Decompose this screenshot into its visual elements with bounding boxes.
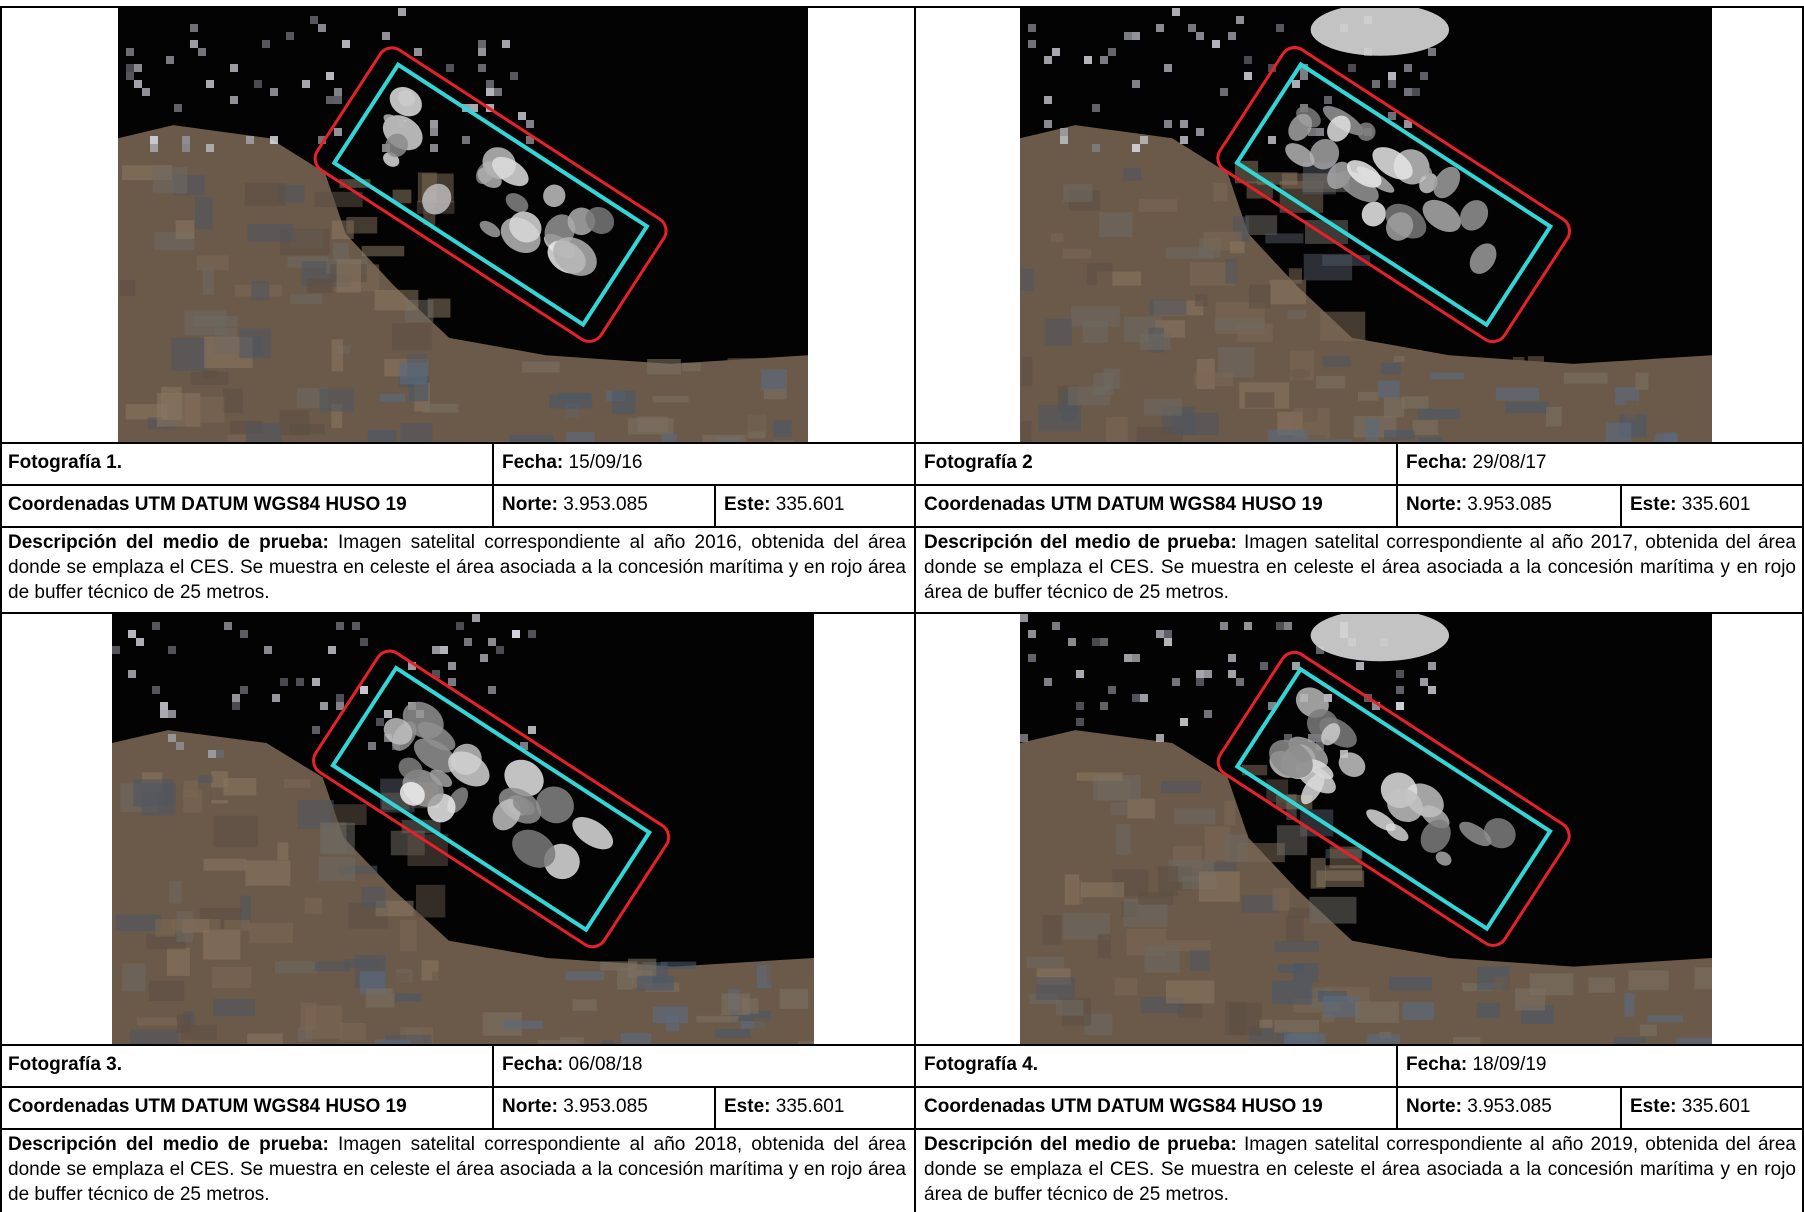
table-top-border [0,6,1804,8]
photo-label: Fotografía 3. [8,1054,123,1075]
land-area [118,125,808,442]
row-divider [0,1044,1804,1046]
east-field: Este: 335.601 [1630,494,1751,515]
satellite-image [112,614,814,1044]
evidence-description: Descripción del medio de prueba: Imagen … [8,1134,906,1205]
concession-outline [330,665,653,933]
satellite-photo-4 [1020,614,1712,1044]
east-field: Este: 335.601 [1630,1096,1751,1117]
col-divider [714,1086,716,1130]
col-divider [492,1044,494,1130]
buffer-zone-outline [312,649,671,949]
table-right-border [1802,6,1804,1212]
table-center-divider [914,6,916,1212]
north-field: Norte: 3.953.085 [1406,494,1552,515]
row-divider [0,442,1804,444]
row-divider [0,612,1804,614]
photo-label: Fotografía 4. [924,1054,1039,1075]
evidence-description: Descripción del medio de prueba: Imagen … [924,532,1796,603]
east-field: Este: 335.601 [724,494,845,515]
coords-label: Coordenadas UTM DATUM WGS84 HUSO 19 [8,494,407,515]
satellite-photo-1 [118,8,808,442]
photo-label: Fotografía 1. [8,452,123,473]
date-field: Fecha: 29/08/17 [1406,452,1547,473]
concession-outline [1234,61,1554,328]
north-field: Norte: 3.953.085 [1406,1096,1552,1117]
col-divider [1396,1044,1398,1130]
evidence-description: Descripción del medio de prueba: Imagen … [924,1134,1796,1205]
satellite-photo-3 [112,614,814,1044]
north-field: Norte: 3.953.085 [502,494,648,515]
col-divider [1620,484,1622,528]
col-divider [1620,1086,1622,1130]
date-field: Fecha: 18/09/19 [1406,1054,1547,1075]
col-divider [1396,442,1398,528]
north-field: Norte: 3.953.085 [502,1096,648,1117]
row-divider [0,1128,1804,1130]
photo-label: Fotografía 2 [924,452,1033,473]
coords-label: Coordenadas UTM DATUM WGS84 HUSO 19 [8,1096,407,1117]
buffer-zone-outline [1216,46,1572,344]
buffer-zone-outline [1216,650,1571,947]
concession-outline [331,61,650,328]
row-divider [0,484,1804,486]
east-field: Este: 335.601 [724,1096,845,1117]
evidence-description: Descripción del medio de prueba: Imagen … [8,532,906,603]
table-left-border [0,6,2,1212]
col-divider [492,442,494,528]
date-field: Fecha: 15/09/16 [502,452,643,473]
coords-label: Coordenadas UTM DATUM WGS84 HUSO 19 [924,1096,1323,1117]
row-divider [0,1086,1804,1088]
coords-label: Coordenadas UTM DATUM WGS84 HUSO 19 [924,494,1323,515]
col-divider [714,484,716,528]
row-divider [0,526,1804,528]
satellite-image [118,8,808,442]
satellite-image [1020,614,1712,1044]
date-field: Fecha: 06/08/18 [502,1054,643,1075]
buffer-zone-outline [313,46,668,343]
concession-outline [1234,666,1553,932]
satellite-image [1020,8,1712,442]
satellite-photo-2 [1020,8,1712,442]
